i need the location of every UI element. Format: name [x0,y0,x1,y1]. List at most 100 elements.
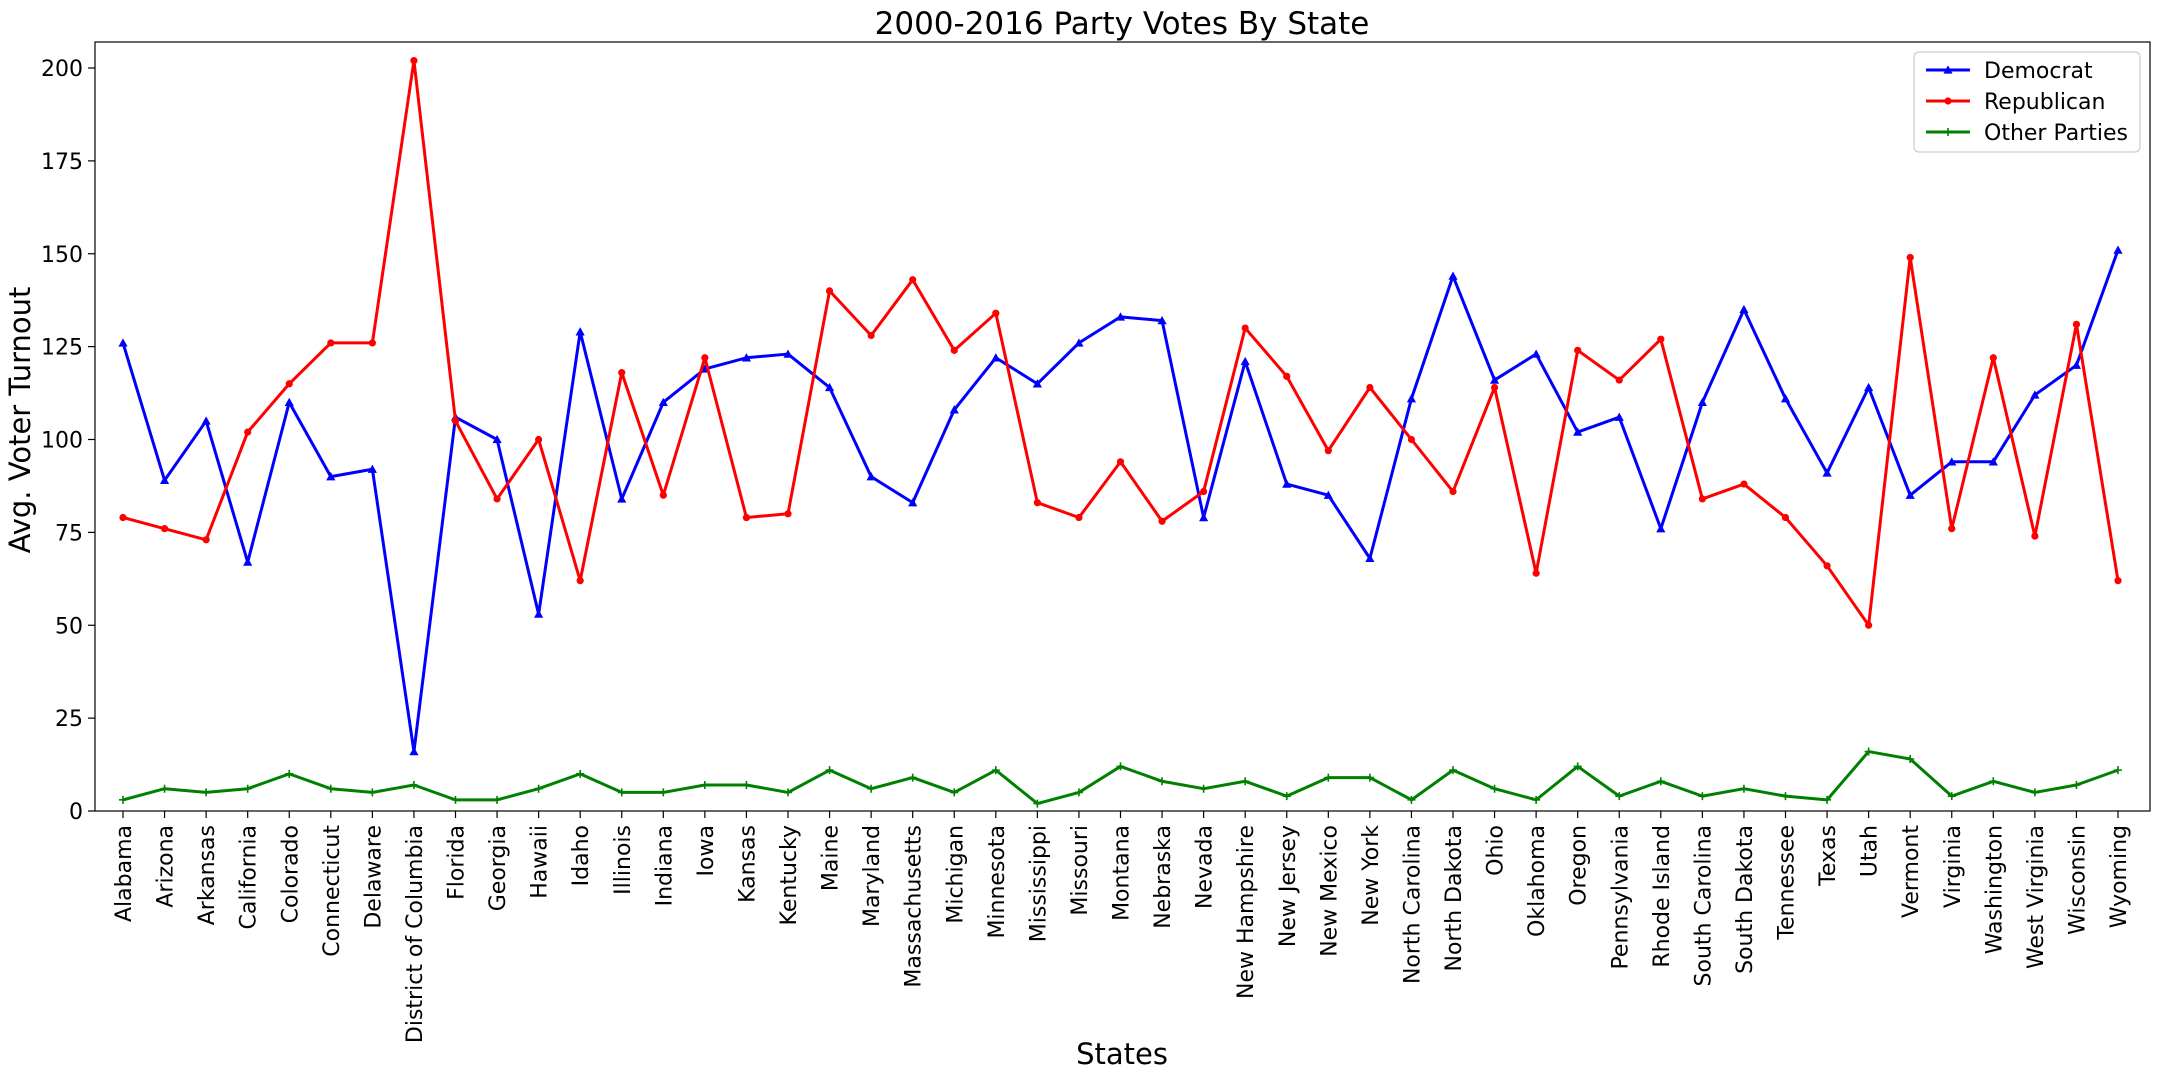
point-other-parties-13 [659,788,668,797]
point-democrat-17 [824,382,835,392]
point-democrat-37 [1656,524,1666,533]
x-tick-label-40: Tennessee [1775,825,1800,941]
point-democrat-20 [949,405,959,414]
point-other-parties-26 [1199,784,1208,793]
x-tick-label-20: Michigan [943,825,968,924]
legend-marker-other-parties [1944,128,1952,136]
point-republican-40 [1781,513,1790,522]
point-democrat-43 [1905,490,1915,499]
point-republican-19 [909,276,917,284]
point-other-parties-25 [1158,777,1167,786]
point-republican-17 [825,287,834,295]
series-republican [119,56,2122,629]
point-democrat-38 [1697,397,1707,407]
point-republican-42 [1865,621,1873,629]
point-other-parties-17 [825,766,834,775]
point-democrat-18 [866,472,876,481]
point-democrat-27 [1240,356,1250,366]
series-other-parties [119,747,2122,808]
point-other-parties-44 [1947,792,1956,801]
point-republican-8 [451,417,460,425]
chart-title: 2000-2016 Party Votes By State [875,6,1370,42]
x-tick-label-21: Minnesota [985,825,1010,939]
point-republican-16 [784,510,792,518]
x-tick-label-13: Indiana [652,825,677,906]
point-democrat-9 [492,434,502,444]
point-democrat-2 [201,416,211,425]
legend-label-other-parties: Other Parties [1984,121,2128,146]
point-democrat-1 [159,475,170,485]
point-republican-18 [867,331,875,340]
x-tick-label-1: Arizona [154,825,179,908]
point-other-parties-20 [950,788,959,797]
y-tick-label-0: 0 [69,800,83,825]
point-democrat-40 [1780,394,1791,403]
x-tick-label-26: Nevada [1193,825,1218,909]
point-other-parties-41 [1823,795,1832,804]
point-democrat-46 [2030,390,2040,399]
point-republican-36 [1615,376,1623,384]
y-tick-label-7: 175 [41,150,83,175]
point-republican-24 [1116,458,1125,466]
point-republican-33 [1490,383,1499,392]
point-other-parties-42 [1864,747,1873,756]
point-other-parties-21 [991,766,1000,775]
point-other-parties-43 [1906,754,1915,763]
point-other-parties-9 [493,795,502,804]
point-democrat-16 [783,349,793,358]
point-other-parties-2 [202,788,211,797]
point-democrat-24 [1115,312,1126,321]
point-democrat-32 [1448,271,1458,280]
point-democrat-13 [658,397,668,407]
point-democrat-28 [1282,479,1292,488]
y-tick-label-8: 200 [41,57,83,82]
point-democrat-12 [617,494,627,503]
x-tick-label-45: Washington [1982,825,2007,954]
point-other-parties-40 [1781,792,1790,801]
point-republican-31 [1407,435,1416,444]
point-democrat-35 [1573,427,1583,436]
point-democrat-39 [1739,304,1749,314]
point-republican-45 [1989,354,1997,362]
point-republican-12 [618,369,626,377]
point-other-parties-46 [2030,788,2039,797]
point-democrat-21 [991,353,1001,362]
point-republican-48 [2114,577,2122,585]
x-tick-label-8: Florida [445,825,470,900]
series-democrat [118,245,2123,756]
point-other-parties-48 [2114,766,2122,775]
point-other-parties-14 [700,780,709,789]
y-axis: 0 25 50 75 100 125 150 175 200 [41,57,95,825]
point-democrat-48 [2113,245,2123,254]
point-republican-22 [1033,499,1041,507]
point-other-parties-8 [451,795,460,804]
series-line-other-parties [122,750,2119,806]
point-other-parties-0 [119,795,127,804]
point-democrat-23 [1074,338,1084,347]
point-republican-32 [1449,487,1457,496]
point-democrat-19 [908,498,918,507]
point-republican-23 [1075,513,1083,522]
point-other-parties-3 [243,784,252,793]
x-tick-label-23: Missouri [1068,825,1093,916]
x-tick-label-41: Texas [1816,825,1841,887]
x-tick-label-22: Mississippi [1026,825,1051,942]
x-tick-label-48: Wyoming [2107,825,2132,928]
point-other-parties-33 [1490,784,1499,793]
series-line-democrat [121,249,2120,754]
x-tick-label-14: Iowa [694,825,719,876]
point-democrat-10 [534,609,544,618]
x-tick-label-4: Colorado [278,825,303,923]
point-democrat-15 [741,353,752,362]
point-other-parties-28 [1282,792,1291,801]
x-axis-label: States [1076,1037,1168,1071]
x-tick-label-12: Illinois [611,825,636,895]
point-other-parties-4 [285,769,294,778]
point-other-parties-5 [326,784,335,793]
point-democrat-41 [1822,468,1832,477]
x-tick-label-36: Pennsylvania [1608,825,1633,970]
point-other-parties-29 [1324,773,1333,782]
point-republican-1 [160,525,169,533]
point-republican-44 [1948,525,1956,533]
